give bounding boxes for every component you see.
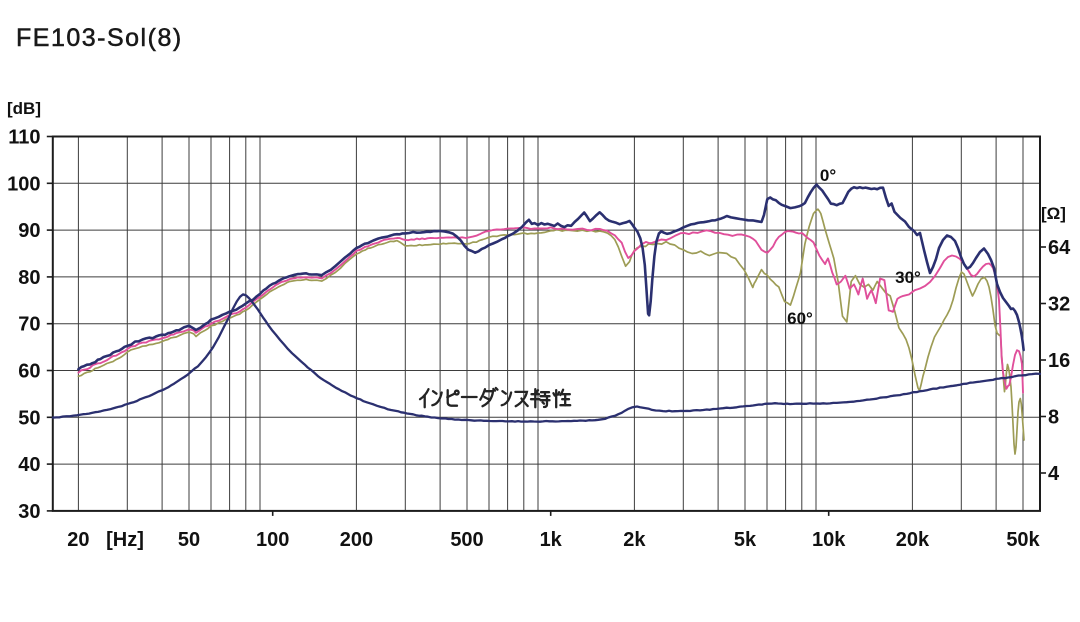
svg-text:90: 90	[18, 220, 40, 242]
svg-text:[Hz]: [Hz]	[106, 529, 144, 551]
svg-text:100: 100	[7, 173, 40, 195]
svg-text:0°: 0°	[820, 166, 836, 185]
svg-text:50: 50	[178, 529, 200, 551]
svg-text:10k: 10k	[812, 529, 846, 551]
svg-text:16: 16	[1048, 350, 1070, 372]
svg-text:30°: 30°	[895, 268, 921, 287]
svg-text:5k: 5k	[734, 529, 757, 551]
svg-text:4: 4	[1048, 463, 1060, 485]
svg-text:8: 8	[1048, 407, 1059, 429]
svg-text:1k: 1k	[540, 529, 563, 551]
svg-text:40: 40	[18, 454, 40, 476]
svg-text:[Ω]: [Ω]	[1041, 204, 1066, 223]
svg-text:2k: 2k	[623, 529, 646, 551]
svg-text:60: 60	[18, 361, 40, 383]
svg-text:110: 110	[8, 127, 40, 149]
svg-text:50: 50	[18, 407, 40, 429]
svg-text:20: 20	[67, 529, 89, 551]
svg-text:20k: 20k	[896, 529, 930, 551]
svg-text:70: 70	[18, 314, 40, 336]
svg-text:[dB]: [dB]	[7, 99, 41, 118]
svg-text:50k: 50k	[1006, 529, 1040, 551]
svg-text:500: 500	[450, 529, 483, 551]
svg-text:200: 200	[340, 529, 373, 551]
svg-text:80: 80	[18, 267, 40, 289]
svg-text:FE103-Sol(8): FE103-Sol(8)	[16, 24, 183, 52]
svg-text:32: 32	[1048, 294, 1070, 316]
svg-text:60°: 60°	[787, 309, 813, 328]
svg-text:64: 64	[1048, 237, 1071, 259]
svg-text:30: 30	[18, 501, 40, 523]
svg-text:100: 100	[256, 529, 289, 551]
